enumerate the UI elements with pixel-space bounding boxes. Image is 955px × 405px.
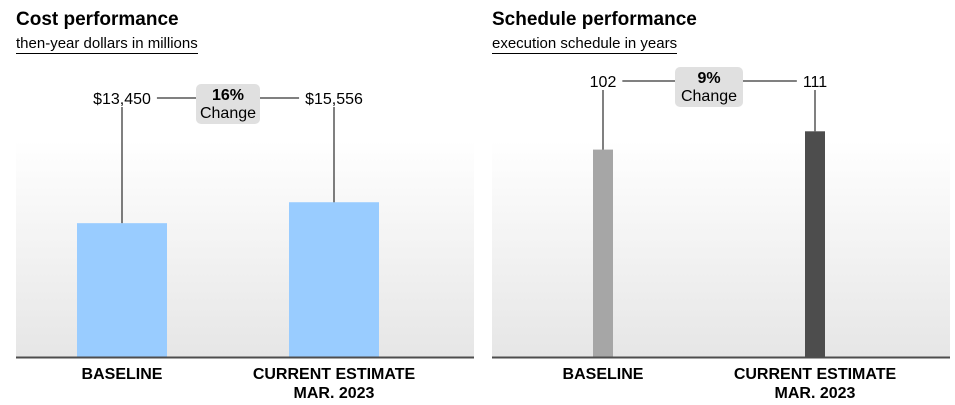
schedule-performance-panel: Schedule performance execution schedule …	[492, 0, 950, 405]
cost-category-label-0: BASELINE	[82, 366, 163, 383]
schedule-category-label-1-line-0: CURRENT ESTIMATE	[734, 366, 897, 383]
schedule-performance-chart: 102 111 9%Change BASELINE CURRENT ESTIMATE MA…	[492, 67, 950, 402]
cost-value-label-0: $13,450	[93, 91, 151, 108]
cost-performance-subtitle: then-year dollars in millions	[16, 35, 198, 54]
schedule-category-label-0: BASELINE	[563, 366, 644, 383]
schedule-change-label: Change	[681, 88, 737, 105]
schedule-performance-title: Schedule performance	[492, 9, 697, 30]
cost-bar-0	[77, 223, 167, 357]
cost-change-label: Change	[200, 105, 256, 122]
cost-value-label-1: $15,556	[305, 91, 363, 108]
cost-performance-panel: Cost performance then-year dollars in mi…	[16, 0, 474, 405]
schedule-bar-0	[593, 149, 613, 357]
cost-change-percent: 16%	[212, 87, 244, 104]
cost-performance-chart: $13,450 $15,556 16%Change BASELINE CURRENT E…	[16, 84, 474, 402]
schedule-change-percent: 9%	[697, 70, 720, 87]
cost-category-label-1-line-1: MAR. 2023	[294, 385, 375, 402]
cost-performance-title: Cost performance	[16, 9, 179, 30]
schedule-category-label-1-line-1: MAR. 2023	[775, 385, 856, 402]
schedule-performance-subtitle: execution schedule in years	[492, 35, 678, 54]
schedule-value-label-0: 102	[590, 74, 617, 91]
schedule-value-label-1: 111	[803, 74, 827, 91]
cost-bar-1	[289, 202, 379, 357]
schedule-bar-1	[805, 131, 825, 357]
schedule-plot-background	[492, 140, 950, 357]
schedule-change-box	[675, 67, 743, 107]
cost-change-box	[196, 84, 260, 124]
cost-category-label-1-line-0: CURRENT ESTIMATE	[253, 366, 416, 383]
